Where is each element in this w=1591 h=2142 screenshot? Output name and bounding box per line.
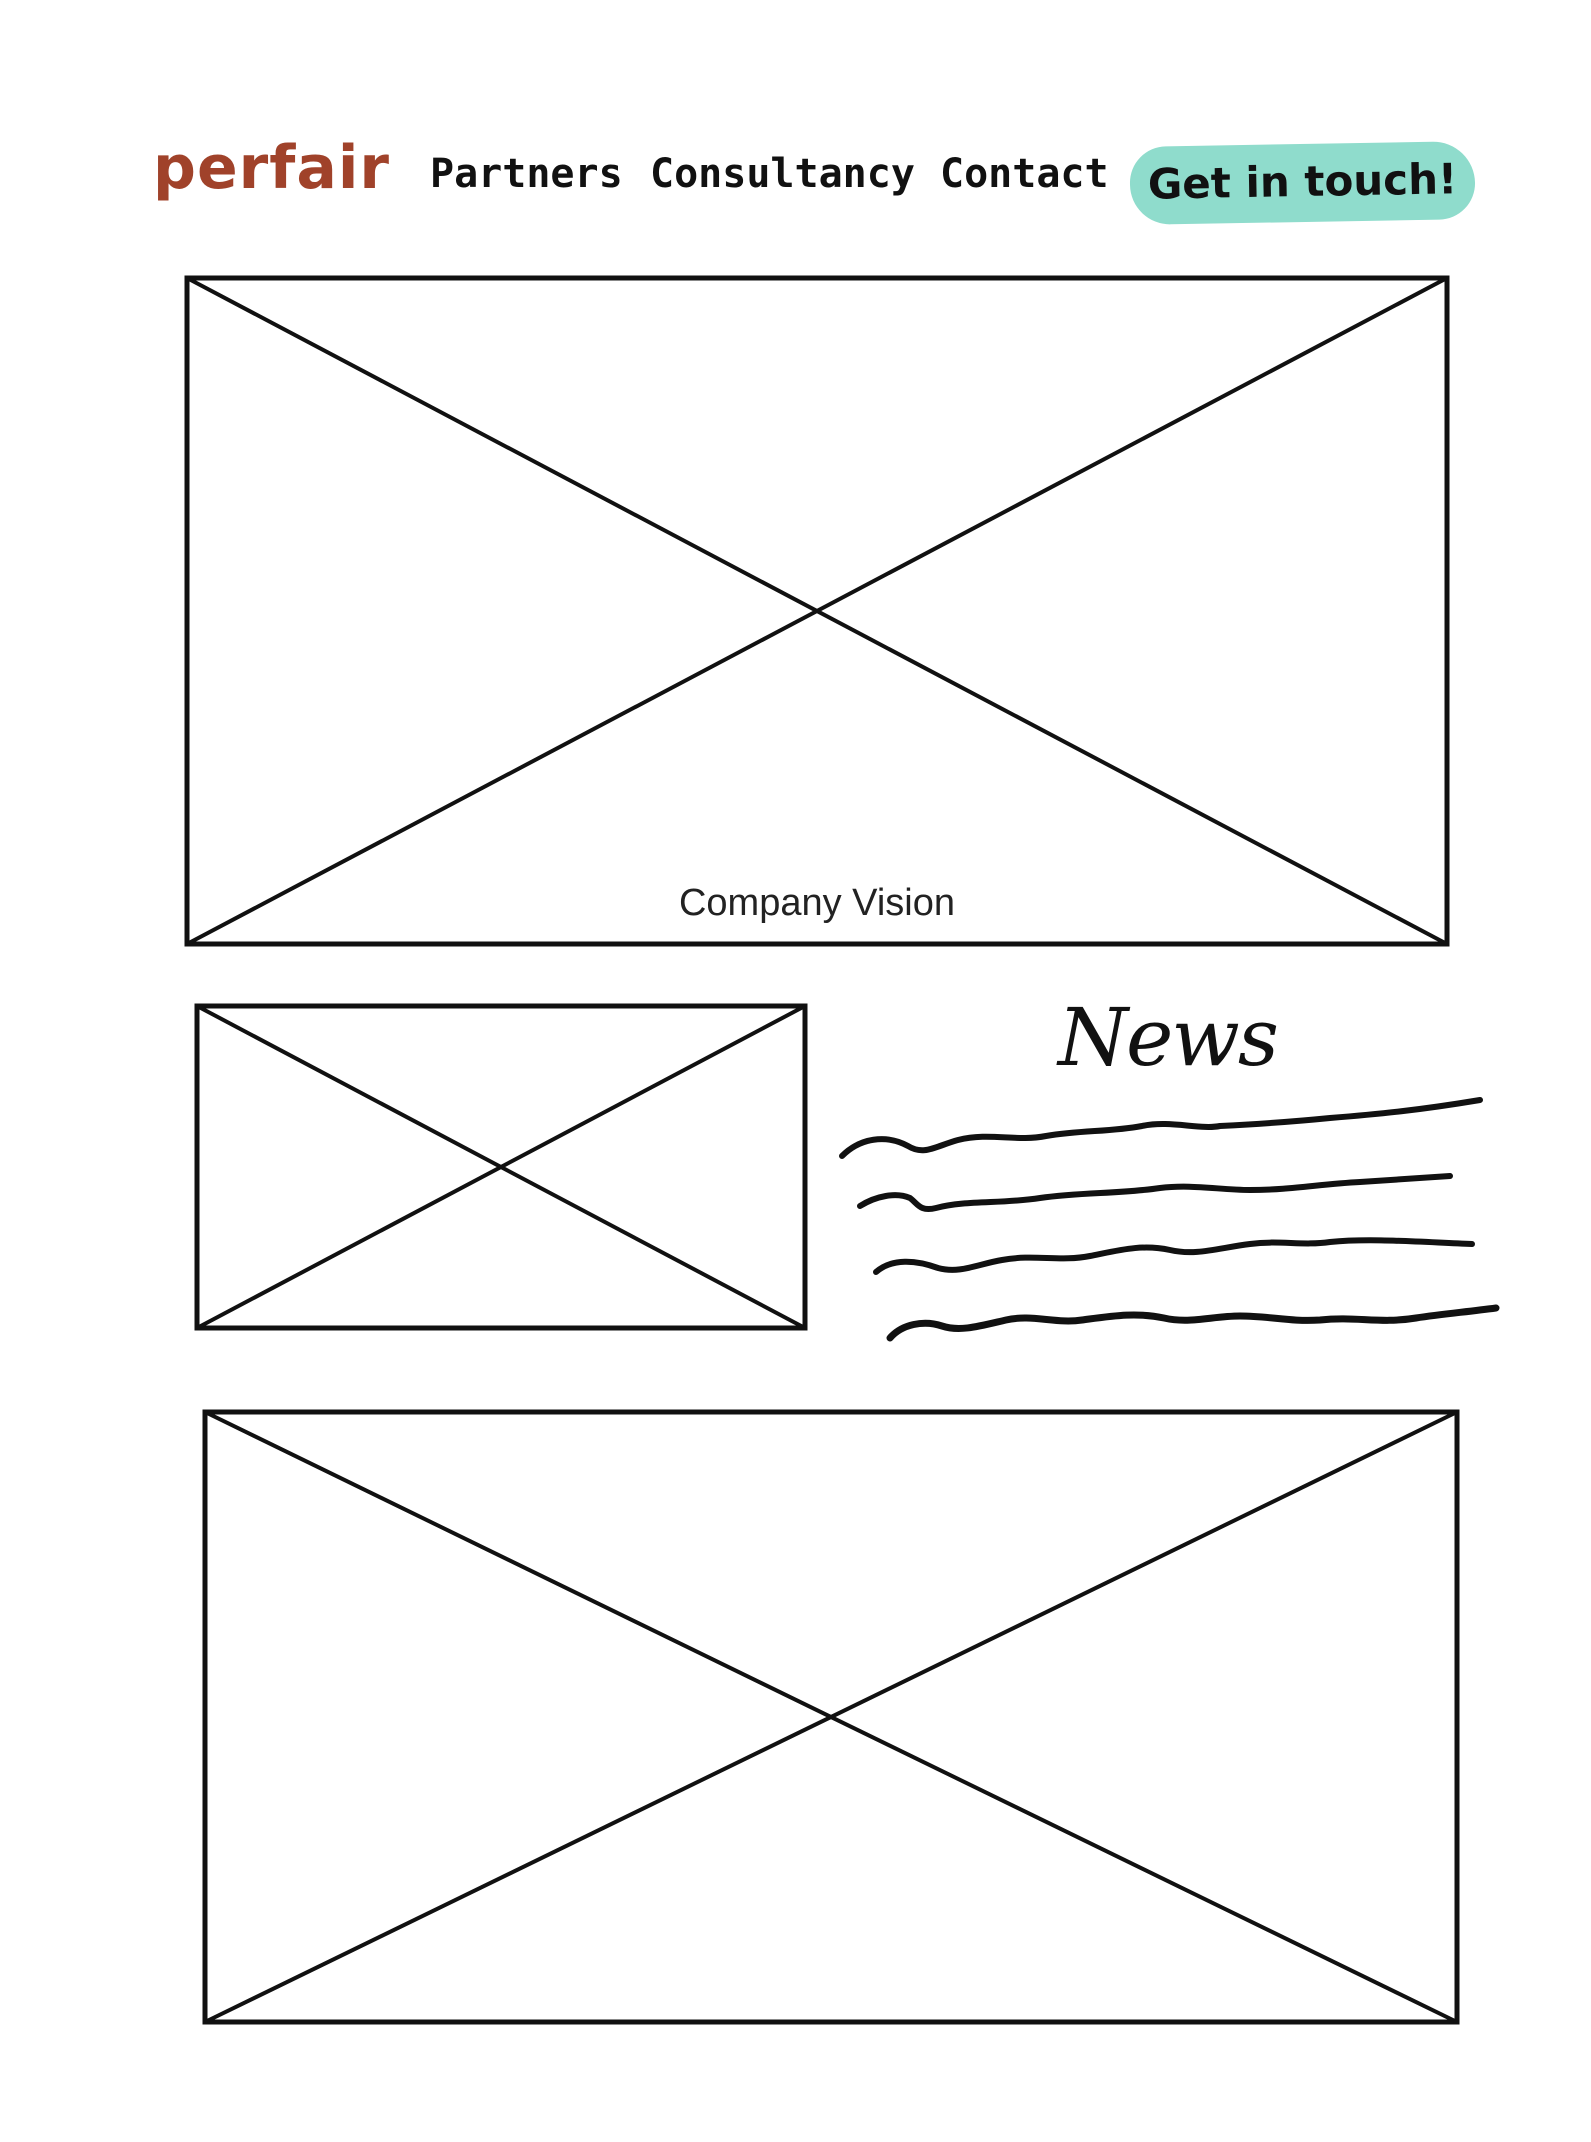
squiggle-line-icon: [886, 1304, 1500, 1342]
nav-link-consultancy[interactable]: Consultancy: [650, 151, 915, 197]
image-placeholder-icon: [202, 1409, 1460, 2025]
news-text-placeholder: [839, 1097, 1500, 1342]
feature-image-placeholder: [202, 1409, 1460, 2025]
nav-link-contact[interactable]: Contact: [940, 151, 1109, 197]
hero-caption: Company Vision: [678, 882, 955, 924]
get-in-touch-button[interactable]: Get in touch!: [1129, 140, 1476, 226]
squiggle-line-icon: [873, 1237, 1475, 1275]
get-in-touch-label: Get in touch!: [1147, 154, 1458, 209]
squiggle-line-icon: [857, 1173, 1453, 1212]
image-placeholder-icon: [184, 275, 1450, 947]
hero-image-placeholder: Company Vision: [184, 275, 1450, 947]
image-placeholder-icon: [194, 1003, 808, 1331]
squiggle-line-icon: [839, 1097, 1483, 1159]
nav-link-partners[interactable]: Partners: [430, 151, 623, 197]
brand-logo[interactable]: perfair: [153, 133, 390, 203]
news-heading: News: [1058, 991, 1279, 1084]
news-image-placeholder: [194, 1003, 808, 1331]
